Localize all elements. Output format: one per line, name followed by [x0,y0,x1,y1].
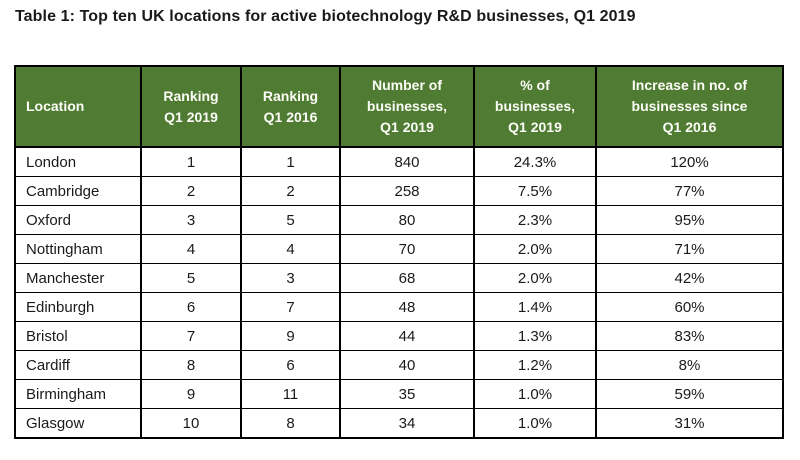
cell-percent: 2.0% [473,234,597,264]
cell-ranking-2016: 3 [240,263,341,293]
cell-increase: 71% [595,234,784,264]
table-row: Cardiff 8 6 40 1.2% 8% [14,350,784,380]
table-row: Birmingham 9 11 35 1.0% 59% [14,379,784,409]
cell-percent: 1.3% [473,321,597,351]
cell-ranking-2016: 2 [240,176,341,206]
cell-percent: 24.3% [473,146,597,177]
cell-location: London [14,146,142,177]
cell-increase: 120% [595,146,784,177]
cell-percent: 1.2% [473,350,597,380]
cell-location: Manchester [14,263,142,293]
table-row: London 1 1 840 24.3% 120% [14,146,784,177]
cell-increase: 95% [595,205,784,235]
cell-ranking-2016: 5 [240,205,341,235]
header-percent-of-businesses: % of businesses, Q1 2019 [473,65,597,148]
cell-ranking-2019: 3 [140,205,242,235]
cell-ranking-2019: 10 [140,408,242,439]
table-title: Table 1: Top ten UK locations for active… [15,8,636,25]
cell-increase: 59% [595,379,784,409]
header-ranking-q1-2019: Ranking Q1 2019 [140,65,242,148]
cell-location: Bristol [14,321,142,351]
cell-percent: 2.3% [473,205,597,235]
header-row: Location Ranking Q1 2019 Ranking Q1 2016… [14,65,784,148]
cell-ranking-2016: 9 [240,321,341,351]
cell-percent: 2.0% [473,263,597,293]
cell-businesses: 80 [339,205,475,235]
cell-location: Cambridge [14,176,142,206]
cell-businesses: 258 [339,176,475,206]
cell-increase: 60% [595,292,784,322]
cell-percent: 1.0% [473,379,597,409]
cell-businesses: 48 [339,292,475,322]
cell-ranking-2016: 11 [240,379,341,409]
cell-ranking-2019: 4 [140,234,242,264]
cell-ranking-2016: 4 [240,234,341,264]
cell-location: Edinburgh [14,292,142,322]
cell-location: Glasgow [14,408,142,439]
table-row: Glasgow 10 8 34 1.0% 31% [14,408,784,439]
cell-increase: 42% [595,263,784,293]
table-row: Oxford 3 5 80 2.3% 95% [14,205,784,235]
cell-ranking-2016: 8 [240,408,341,439]
cell-ranking-2016: 6 [240,350,341,380]
biotech-locations-table: Location Ranking Q1 2019 Ranking Q1 2016… [14,65,784,439]
cell-location: Nottingham [14,234,142,264]
cell-location: Oxford [14,205,142,235]
header-number-of-businesses: Number of businesses, Q1 2019 [339,65,475,148]
header-increase-since-q1-2016: Increase in no. of businesses since Q1 2… [595,65,784,148]
cell-increase: 8% [595,350,784,380]
cell-ranking-2016: 7 [240,292,341,322]
cell-location: Cardiff [14,350,142,380]
cell-ranking-2019: 9 [140,379,242,409]
cell-businesses: 40 [339,350,475,380]
cell-businesses: 34 [339,408,475,439]
cell-ranking-2019: 2 [140,176,242,206]
table-row: Edinburgh 6 7 48 1.4% 60% [14,292,784,322]
cell-businesses: 70 [339,234,475,264]
cell-increase: 77% [595,176,784,206]
cell-location: Birmingham [14,379,142,409]
table-row: Bristol 7 9 44 1.3% 83% [14,321,784,351]
cell-businesses: 44 [339,321,475,351]
cell-businesses: 840 [339,146,475,177]
cell-increase: 83% [595,321,784,351]
cell-ranking-2019: 7 [140,321,242,351]
cell-businesses: 68 [339,263,475,293]
cell-ranking-2019: 5 [140,263,242,293]
table-row: Nottingham 4 4 70 2.0% 71% [14,234,784,264]
table-row: Manchester 5 3 68 2.0% 42% [14,263,784,293]
cell-businesses: 35 [339,379,475,409]
cell-percent: 1.4% [473,292,597,322]
cell-increase: 31% [595,408,784,439]
header-ranking-q1-2016: Ranking Q1 2016 [240,65,341,148]
cell-ranking-2019: 6 [140,292,242,322]
cell-percent: 7.5% [473,176,597,206]
table-row: Cambridge 2 2 258 7.5% 77% [14,176,784,206]
header-location: Location [14,65,142,148]
cell-percent: 1.0% [473,408,597,439]
cell-ranking-2016: 1 [240,146,341,177]
cell-ranking-2019: 8 [140,350,242,380]
cell-ranking-2019: 1 [140,146,242,177]
